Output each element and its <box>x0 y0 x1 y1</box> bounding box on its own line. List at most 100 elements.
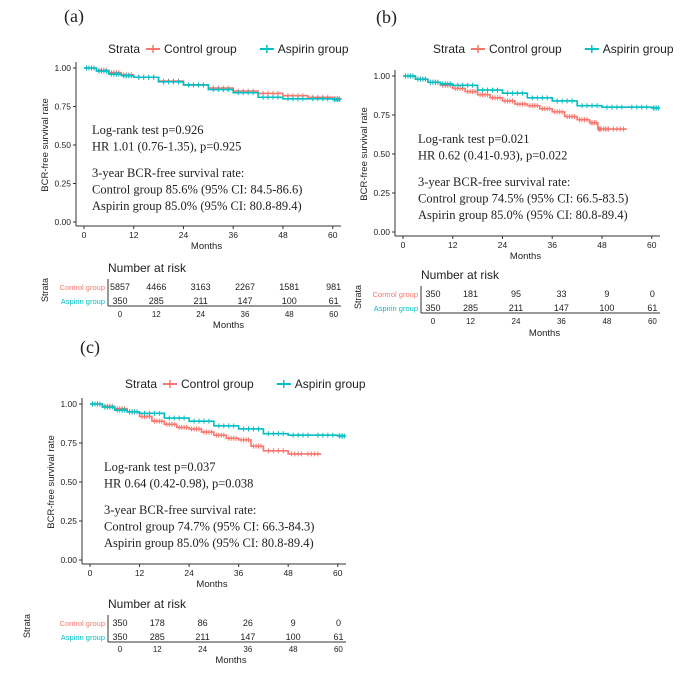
panel-label: (a) <box>64 6 84 27</box>
x-axis-label: Months <box>510 251 541 262</box>
y-tick-label: 0.00 <box>60 555 77 565</box>
risk-value: 61 <box>333 632 343 642</box>
series-aspirin-curve <box>84 67 341 101</box>
risk-row-label: Control group <box>60 283 105 292</box>
risk-table-title: Number at risk <box>421 268 500 282</box>
risk-value: 0 <box>336 618 341 628</box>
risk-x-tick-label: 24 <box>512 317 521 326</box>
annotation-line: HR 0.64 (0.42-0.98), p=0.038 <box>104 477 253 491</box>
risk-value: 285 <box>150 632 165 642</box>
risk-x-tick-label: 60 <box>329 310 338 319</box>
annotation-line: HR 1.01 (0.76-1.35), p=0.925 <box>92 140 241 154</box>
risk-value: 9 <box>604 289 609 299</box>
km-panel-3: (c) Strata Control group Aspirin group 0.00 0… <box>22 337 366 666</box>
risk-table: Number at risk Strata Control group 350 178 8… <box>22 597 346 666</box>
series-control-curve <box>403 75 627 130</box>
risk-value: 61 <box>647 303 657 313</box>
x-axis-label: Months <box>191 241 222 252</box>
x-tick-label: 60 <box>647 240 657 250</box>
annotation-line: 3-year BCR-free survival rate: <box>418 175 570 189</box>
risk-value: 95 <box>511 289 521 299</box>
legend-aspirin-label: Aspirin group <box>295 377 366 391</box>
y-tick-label: 1.00 <box>373 71 390 81</box>
annotation-line: Log-rank test p=0.021 <box>418 132 530 146</box>
risk-value: 100 <box>286 632 301 642</box>
x-tick-label: 0 <box>82 230 87 240</box>
risk-x-tick-label: 12 <box>466 317 475 326</box>
risk-value: 5857 <box>110 282 130 292</box>
risk-x-tick-label: 12 <box>152 310 161 319</box>
x-tick-label: 48 <box>283 568 293 578</box>
risk-x-tick-label: 0 <box>118 310 123 319</box>
risk-value: 3163 <box>191 282 211 292</box>
x-tick-label: 24 <box>498 240 508 250</box>
y-tick-label: 1.00 <box>54 63 71 73</box>
risk-value: 211 <box>193 296 207 306</box>
y-tick-label: 0.00 <box>54 217 71 227</box>
risk-value: 181 <box>463 289 478 299</box>
x-tick-label: 0 <box>88 568 93 578</box>
risk-value: 4466 <box>146 282 166 292</box>
x-tick-label: 12 <box>448 240 458 250</box>
risk-table: Number at risk Strata Control group 350 181 9… <box>353 268 660 339</box>
risk-x-axis-label: Months <box>215 655 246 666</box>
x-tick-label: 12 <box>129 230 139 240</box>
legend: Strata Control group Aspirin group <box>125 377 366 391</box>
risk-value: 9 <box>291 618 296 628</box>
series-aspirin-curve <box>90 403 346 437</box>
km-panel-1: (a) Strata Control group Aspirin group 0.00 0… <box>40 6 349 331</box>
legend-control-label: Control group <box>181 377 254 391</box>
risk-row-label: Control group <box>60 619 105 628</box>
risk-value: 285 <box>463 303 478 313</box>
y-axis-label: BCR-free survival rate <box>40 98 51 191</box>
annotation-line: Control group 74.5% (95% CI: 66.5-83.5) <box>418 192 628 206</box>
y-tick-label: 0.00 <box>373 227 390 237</box>
risk-value: 2267 <box>235 282 255 292</box>
km-panel-2: (b) Strata Control group Aspirin group 0.00 0… <box>353 7 674 339</box>
x-tick-label: 0 <box>401 240 406 250</box>
risk-x-tick-label: 24 <box>198 645 207 654</box>
annotation-line: Aspirin group 85.0% (95% CI: 80.8-89.4) <box>418 208 628 222</box>
annotation-line: Aspirin group 85.0% (95% CI: 80.8-89.4) <box>104 536 314 550</box>
risk-row-label: Aspirin group <box>61 297 105 306</box>
risk-table-title: Number at risk <box>108 261 187 275</box>
risk-row-label: Aspirin group <box>374 304 418 313</box>
risk-table-title: Number at risk <box>108 597 187 611</box>
risk-value: 100 <box>599 303 614 313</box>
risk-value: 211 <box>195 632 209 642</box>
legend-title: Strata <box>108 42 140 56</box>
x-tick-label: 60 <box>333 568 343 578</box>
y-axis-label: BCR-free survival rate <box>46 435 57 528</box>
annotation-line: HR 0.62 (0.41-0.93), p=0.022 <box>418 149 567 163</box>
risk-value: 0 <box>650 289 655 299</box>
x-tick-label: 36 <box>228 230 238 240</box>
risk-x-tick-label: 48 <box>289 645 298 654</box>
x-axis-label: Months <box>196 579 227 590</box>
y-tick-label: 0.25 <box>373 188 390 198</box>
y-tick-label: 0.50 <box>54 140 71 150</box>
y-tick-label: 0.50 <box>60 477 77 487</box>
risk-x-axis-label: Months <box>529 328 560 339</box>
legend-aspirin-label: Aspirin group <box>603 42 674 56</box>
risk-value: 147 <box>554 303 569 313</box>
risk-value: 147 <box>240 632 255 642</box>
annotation-line: Log-rank test p=0.926 <box>92 123 204 137</box>
y-tick-label: 0.25 <box>60 516 77 526</box>
annotation-line: Control group 85.6% (95% CI: 84.5-86.6) <box>92 183 302 197</box>
risk-value: 350 <box>112 618 127 628</box>
risk-x-tick-label: 0 <box>431 317 436 326</box>
risk-value: 61 <box>329 296 339 306</box>
risk-table-strata-label: Strata <box>40 278 50 302</box>
x-tick-label: 12 <box>135 568 145 578</box>
risk-value: 147 <box>237 296 252 306</box>
y-tick-label: 0.75 <box>373 110 390 120</box>
y-axis-label: BCR-free survival rate <box>359 107 370 200</box>
x-tick-label: 48 <box>597 240 607 250</box>
annotation-line: Log-rank test p=0.037 <box>104 460 216 474</box>
y-tick-label: 0.75 <box>60 438 77 448</box>
y-tick-label: 1.00 <box>60 399 77 409</box>
risk-row-label: Control group <box>373 290 418 299</box>
legend-title: Strata <box>433 42 465 56</box>
annotation-line: Aspirin group 85.0% (95% CI: 80.8-89.4) <box>92 199 302 213</box>
